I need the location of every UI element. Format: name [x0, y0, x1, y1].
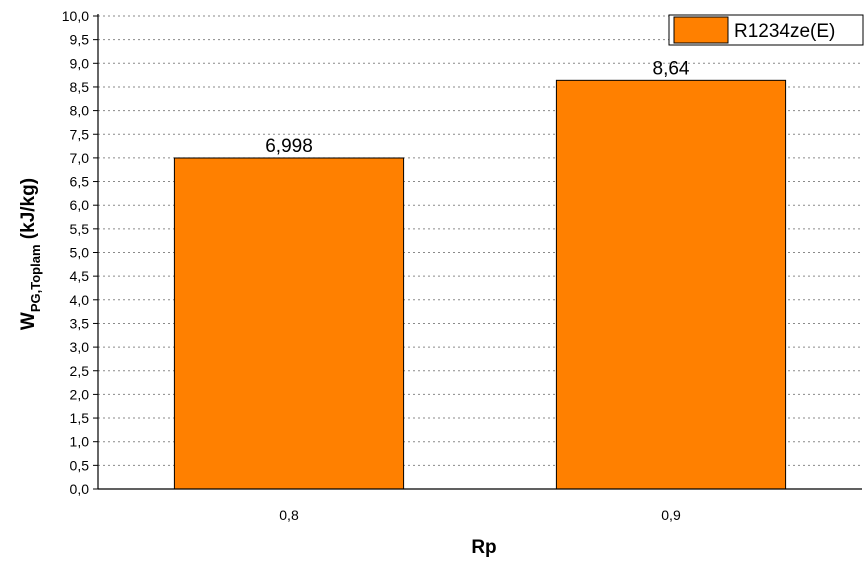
- x-axis: 0,8 0,9: [98, 488, 862, 523]
- y-tick-label: 5,5: [70, 221, 90, 237]
- y-tick-label: 10,0: [62, 8, 89, 24]
- y-tick-label: 7,0: [70, 150, 90, 166]
- y-axis-title-unit: (kJ/kg): [18, 178, 39, 245]
- y-tick-label: 3,5: [70, 315, 90, 331]
- y-tick-label: 0,0: [70, 481, 90, 497]
- y-tick-label: 4,5: [70, 268, 90, 284]
- legend: R1234ze(E): [668, 14, 864, 46]
- data-labels: 6,998 8,64: [265, 58, 690, 157]
- y-tick-label: 0,5: [70, 457, 90, 473]
- y-tick-label: 7,5: [70, 126, 90, 142]
- y-tick-label: 3,0: [70, 339, 90, 355]
- bar-value-label: 8,64: [653, 58, 690, 79]
- legend-swatch: [673, 16, 729, 44]
- y-tick-label: 8,5: [70, 79, 90, 95]
- bar-value-label: 6,998: [265, 136, 313, 157]
- y-tick-label: 6,5: [70, 174, 90, 190]
- y-tick-label: 9,0: [70, 55, 90, 71]
- y-axis-title-main: W: [18, 312, 39, 330]
- y-axis: 0,0 0,5 1,0 1,5 2,0 2,5 3,0 3,5 4,0 4,5 5,0 5,5 6,0 6…: [62, 8, 99, 497]
- y-axis-title-subscript: PG,Toplam: [28, 244, 43, 312]
- y-tick-label: 2,5: [70, 363, 90, 379]
- y-tick-label: 1,0: [70, 434, 90, 450]
- bars: [173, 79, 787, 490]
- y-axis-title: WPG,Toplam (kJ/kg): [18, 178, 43, 330]
- x-tick-label: 0,9: [661, 507, 681, 523]
- y-tick-label: 9,5: [70, 32, 90, 48]
- bar: [555, 79, 787, 490]
- y-tick-label: 6,0: [70, 197, 90, 213]
- y-tick-label: 5,0: [70, 245, 90, 261]
- x-axis-title: Rp: [471, 537, 496, 558]
- bar: [173, 157, 405, 490]
- y-tick-label: 4,0: [70, 292, 90, 308]
- y-tick-label: 2,0: [70, 386, 90, 402]
- y-tick-label: 1,5: [70, 410, 90, 426]
- legend-label: R1234ze(E): [734, 21, 835, 42]
- y-tick-label: 8,0: [70, 103, 90, 119]
- x-tick-label: 0,8: [279, 507, 299, 523]
